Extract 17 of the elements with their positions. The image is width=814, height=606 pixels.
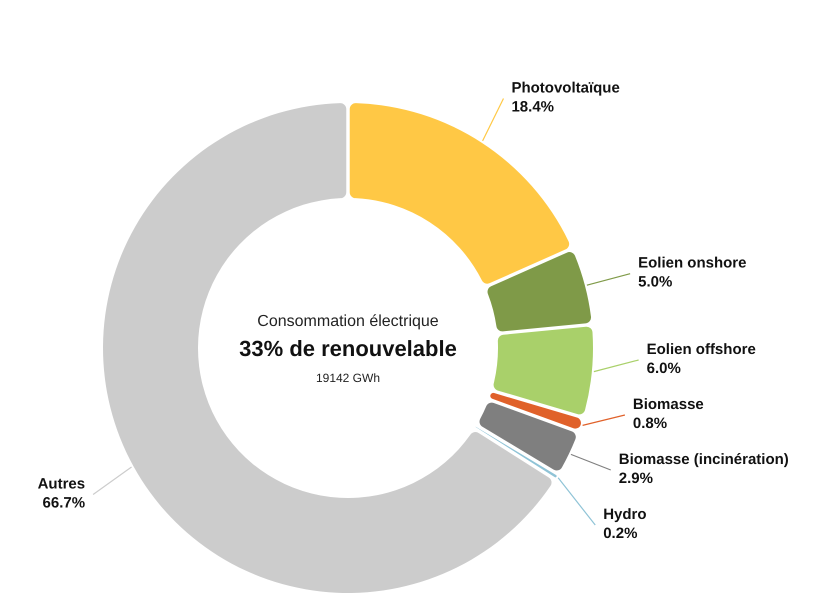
data-label: 0.8% bbox=[632, 415, 668, 432]
slice-label: Hydro bbox=[603, 506, 647, 523]
text: Consommation électrique bbox=[257, 313, 439, 330]
text: 19142 GWh bbox=[316, 371, 380, 385]
slice-label: Autres bbox=[38, 476, 86, 493]
data-label: 2.9% bbox=[618, 470, 653, 487]
data-label: 5.0% bbox=[638, 274, 672, 291]
data-label: 6.0% bbox=[646, 360, 681, 377]
data-label: 66.7% bbox=[42, 494, 86, 512]
data-label: 0.2% bbox=[603, 525, 638, 542]
slice-label: Eolien offshore bbox=[646, 341, 756, 358]
data-label: 18.4% bbox=[511, 98, 554, 116]
slice-label: Biomasse (incinération) bbox=[618, 451, 789, 468]
slice-label: Eolien onshore bbox=[638, 254, 746, 272]
slice-label: Biomasse bbox=[632, 396, 704, 413]
slice-label: Photovoltaïque bbox=[511, 79, 620, 96]
text: 33% de renouvelable bbox=[239, 336, 457, 361]
